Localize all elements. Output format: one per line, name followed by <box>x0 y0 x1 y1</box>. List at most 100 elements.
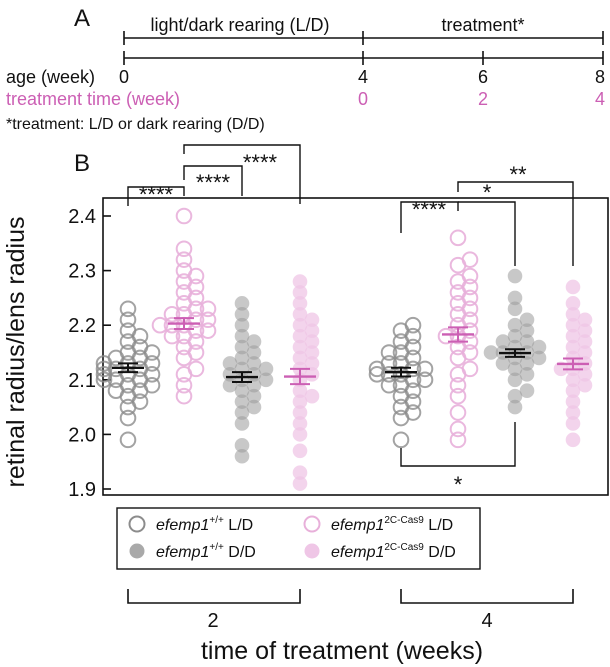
treatment-tick-label-0: 0 <box>358 89 368 109</box>
data-point <box>292 383 308 399</box>
data-point <box>507 339 523 355</box>
data-point <box>577 323 593 338</box>
data-point <box>565 296 581 311</box>
data-point <box>222 356 238 371</box>
data-point <box>292 306 308 322</box>
data-point <box>234 339 250 355</box>
data-point <box>565 405 581 420</box>
data-point <box>565 383 581 399</box>
data-point <box>151 316 169 334</box>
panel-a-label: A <box>74 5 90 32</box>
legend-genotype: 2C-Cas9 <box>384 515 424 526</box>
significance-brackets: **** **** **** **** * ** * <box>127 144 574 497</box>
data-point <box>234 350 250 366</box>
data-point <box>565 416 581 431</box>
data-point <box>234 317 250 333</box>
data-point <box>437 327 455 345</box>
age-tick-label-6: 6 <box>478 67 488 87</box>
data-point <box>461 251 479 268</box>
sig-label-g1-ab: **** <box>139 182 174 207</box>
data-point <box>175 207 193 225</box>
sig-bracket-g2-ab <box>400 201 459 233</box>
data-point <box>577 345 593 360</box>
data-point <box>119 322 137 339</box>
y-axis-title: retinal radius/lens radius <box>2 217 30 488</box>
age-label: age (week) <box>6 67 95 87</box>
data-point <box>199 300 217 318</box>
age-tick-label-8: 8 <box>595 67 605 87</box>
data-point <box>449 404 467 421</box>
legend-condition: L/D <box>424 517 453 534</box>
data-point <box>292 285 308 300</box>
sig-label-g1-bd: **** <box>243 150 278 175</box>
y-tick-label: 2.1 <box>68 370 96 392</box>
legend-entry-wt-ld: efemp1+/+ L/D <box>156 515 253 534</box>
data-point <box>304 312 320 328</box>
data-point <box>519 334 535 349</box>
sig-label-g2-bc: * <box>483 180 492 205</box>
legend-marker-mut-ld <box>303 515 321 533</box>
legend-marker-wt-ld <box>128 515 146 533</box>
legend-condition: D/D <box>224 544 256 561</box>
legend-genotype: 2C-Cas9 <box>384 542 424 553</box>
data-point <box>234 394 250 409</box>
y-tick-label: 2.2 <box>68 315 96 337</box>
data-point <box>416 371 434 389</box>
legend-marker-mut-dd <box>304 543 320 559</box>
x-category-label-4: 4 <box>481 610 492 632</box>
data-point <box>119 311 137 329</box>
treatment-footnote: *treatment: L/D or dark rearing (D/D) <box>6 116 265 133</box>
data-point <box>292 317 308 333</box>
data-point <box>175 251 193 268</box>
sig-label-g2-bd: ** <box>509 162 527 187</box>
group-bracket-4 <box>400 589 574 604</box>
y-axis: 1.9 2.0 2.1 2.2 2.3 2.4 <box>68 206 111 501</box>
mean-sem-markers <box>112 317 589 386</box>
data-point <box>246 334 262 349</box>
data-point <box>292 405 308 420</box>
data-point <box>199 311 217 329</box>
data-point <box>246 356 262 371</box>
data-point <box>565 394 581 409</box>
data-point <box>234 438 250 453</box>
legend-entry-mut-ld: efemp12C-Cas9 L/D <box>331 515 453 534</box>
data-point <box>234 306 250 322</box>
treatment-tick-label-4: 4 <box>595 89 605 109</box>
data-point <box>449 229 467 247</box>
data-point <box>404 316 422 334</box>
data-point <box>416 360 434 378</box>
data-point <box>175 387 193 405</box>
data-point <box>119 431 137 449</box>
legend-genotype: +/+ <box>209 542 224 553</box>
data-point <box>304 367 320 382</box>
sig-label-g2-ab: **** <box>412 197 447 222</box>
data-point <box>495 356 511 371</box>
data-point <box>304 334 320 349</box>
data-point <box>163 327 181 345</box>
sig-bracket-g2-bd <box>457 181 574 266</box>
legend-condition: D/D <box>424 544 456 561</box>
panel-b-label: B <box>74 150 90 177</box>
y-tick-label: 2.4 <box>68 206 96 228</box>
data-point <box>461 267 479 285</box>
sig-bracket-g1-bc <box>183 165 243 196</box>
data-point <box>234 328 250 344</box>
data-point <box>577 367 593 382</box>
data-point <box>95 371 113 389</box>
segment-rearing-label: light/dark rearing (L/D) <box>150 15 329 35</box>
data-point <box>507 388 523 404</box>
data-point <box>507 361 523 377</box>
legend-gene: efemp1 <box>156 544 209 561</box>
data-point <box>461 360 479 378</box>
data-point <box>199 322 217 339</box>
data-point <box>380 376 398 394</box>
data-point <box>565 432 581 448</box>
data-point <box>234 383 250 399</box>
data-point <box>519 367 535 382</box>
data-point <box>565 372 581 388</box>
data-point <box>495 334 511 349</box>
data-point <box>519 383 535 399</box>
data-point <box>292 274 308 289</box>
legend-gene: efemp1 <box>156 517 209 534</box>
data-point <box>234 448 250 464</box>
